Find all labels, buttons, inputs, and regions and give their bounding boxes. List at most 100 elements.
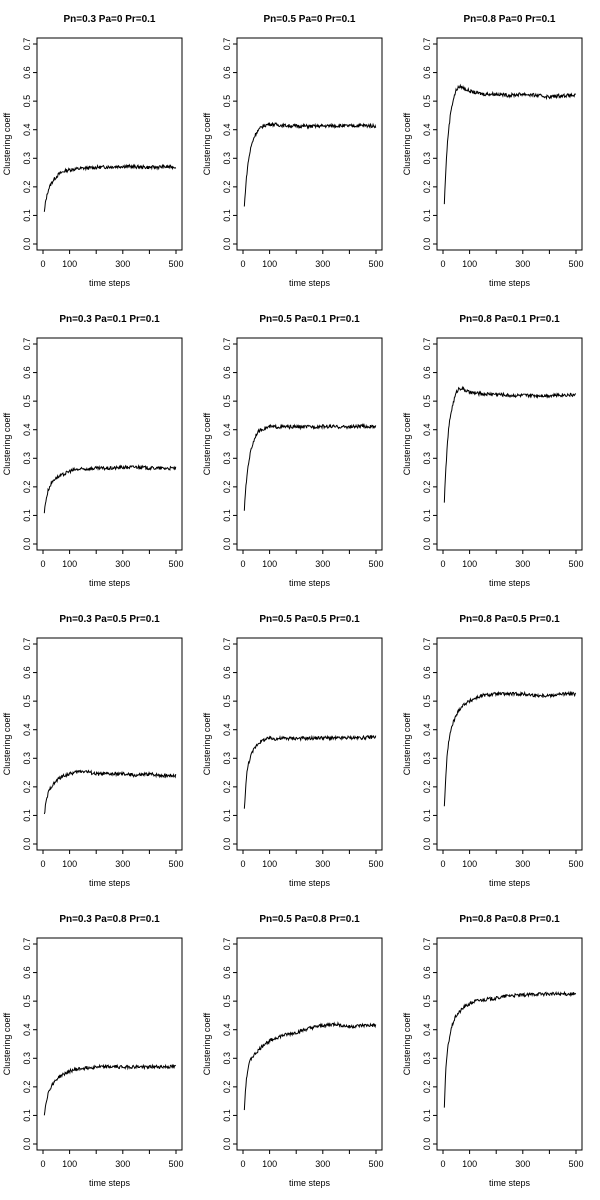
y-tick-label: 0.1 [22, 209, 32, 222]
x-axis-label: time steps [89, 878, 131, 888]
x-axis-label: time steps [289, 278, 331, 288]
y-tick-label: 0.0 [422, 838, 432, 851]
y-tick-label: 0.4 [222, 723, 232, 736]
x-tick-label: 300 [315, 259, 330, 269]
y-tick-label: 0.3 [22, 452, 32, 465]
plot-frame [36, 937, 183, 1151]
chart-panel-10: Pn=0.3 Pa=0.8 Pr=0.1 0 100 300 500 time steps… [2, 914, 184, 1188]
y-tick-label: 0.4 [222, 423, 232, 436]
x-tick-label: 100 [62, 859, 77, 869]
plot-frame [36, 37, 183, 251]
y-tick-label: 0.7 [222, 638, 232, 651]
x-tick-label: 300 [315, 859, 330, 869]
y-tick-label: 0.6 [422, 666, 432, 679]
y-tick-label: 0.5 [422, 695, 432, 708]
series-line [43, 464, 177, 514]
y-axis-label: Clustering coeff [2, 712, 12, 775]
y-tick-label: 0.7 [22, 638, 32, 651]
y-tick-label: 0.3 [22, 1052, 32, 1065]
x-tick-label: 100 [462, 859, 477, 869]
x-tick-label: 100 [262, 859, 277, 869]
y-tick-label: 0.5 [222, 395, 232, 408]
series-line [243, 1021, 377, 1111]
y-tick-label: 0.2 [222, 1081, 232, 1094]
y-axis-label: Clustering coeff [2, 1012, 12, 1075]
x-axis-label: time steps [289, 878, 331, 888]
y-tick-label: 0.6 [222, 66, 232, 79]
y-tick-label: 0.4 [422, 123, 432, 136]
y-tick-label: 0.3 [422, 1052, 432, 1065]
y-tick-label: 0.1 [22, 509, 32, 522]
chart-panel-1: Pn=0.3 Pa=0 Pr=0.1 0 100 300 500 time steps 0.… [2, 14, 184, 288]
x-tick-label: 0 [440, 559, 445, 569]
chart-panel-6: Pn=0.8 Pa=0.1 Pr=0.1 0 100 300 500 time steps… [402, 314, 584, 588]
x-tick-label: 0 [40, 559, 45, 569]
series-line [43, 163, 177, 212]
y-tick-label: 0.3 [22, 152, 32, 165]
y-tick-label: 0.3 [222, 152, 232, 165]
y-tick-label: 0.1 [422, 809, 432, 822]
y-tick-label: 0.0 [422, 238, 432, 251]
y-axis-label: Clustering coeff [402, 112, 412, 175]
x-tick-label: 0 [440, 259, 445, 269]
series-line [443, 690, 577, 807]
x-tick-label: 300 [315, 559, 330, 569]
x-tick-label: 500 [568, 559, 583, 569]
chart-panel-11: Pn=0.5 Pa=0.8 Pr=0.1 0 100 300 500 time steps… [202, 914, 384, 1188]
y-tick-label: 0.4 [222, 1023, 232, 1036]
chart-panel-9: Pn=0.8 Pa=0.5 Pr=0.1 0 100 300 500 time steps… [402, 614, 584, 888]
x-tick-label: 500 [368, 1159, 383, 1169]
x-tick-label: 300 [115, 1159, 130, 1169]
y-tick-label: 0.1 [222, 209, 232, 222]
y-tick-label: 0.4 [22, 423, 32, 436]
plot-frame [436, 37, 583, 251]
chart-panel-12: Pn=0.8 Pa=0.8 Pr=0.1 0 100 300 500 time steps… [402, 914, 584, 1188]
x-tick-label: 0 [240, 559, 245, 569]
y-tick-label: 0.5 [22, 95, 32, 108]
y-tick-label: 0.7 [422, 638, 432, 651]
x-tick-label: 500 [568, 259, 583, 269]
y-tick-label: 0.7 [22, 938, 32, 951]
y-tick-label: 0.4 [22, 123, 32, 136]
x-tick-label: 300 [515, 1159, 530, 1169]
y-tick-label: 0.2 [422, 181, 432, 194]
y-tick-label: 0.6 [22, 966, 32, 979]
x-tick-label: 500 [168, 259, 183, 269]
x-tick-label: 500 [568, 1159, 583, 1169]
y-tick-label: 0.1 [22, 1109, 32, 1122]
chart-panel-5: Pn=0.5 Pa=0.1 Pr=0.1 0 100 300 500 time steps… [202, 314, 384, 588]
x-tick-label: 300 [515, 259, 530, 269]
y-axis-label: Clustering coeff [402, 712, 412, 775]
y-tick-label: 0.6 [22, 66, 32, 79]
x-tick-label: 0 [240, 259, 245, 269]
y-tick-label: 0.1 [422, 1109, 432, 1122]
y-axis-label: Clustering coeff [202, 112, 212, 175]
y-tick-label: 0.5 [422, 95, 432, 108]
y-tick-label: 0.7 [422, 938, 432, 951]
y-tick-label: 0.5 [422, 395, 432, 408]
x-tick-label: 100 [462, 1159, 477, 1169]
plot-frame [436, 337, 583, 551]
y-tick-label: 0.7 [222, 938, 232, 951]
x-tick-label: 100 [462, 559, 477, 569]
x-tick-label: 300 [315, 1159, 330, 1169]
y-tick-label: 0.7 [222, 38, 232, 51]
y-tick-label: 0.2 [422, 1081, 432, 1094]
y-tick-label: 0.0 [22, 1138, 32, 1151]
y-tick-label: 0.0 [222, 1138, 232, 1151]
series-line [243, 734, 377, 809]
y-tick-label: 0.7 [22, 38, 32, 51]
y-tick-label: 0.6 [222, 966, 232, 979]
y-tick-label: 0.1 [422, 509, 432, 522]
x-tick-label: 100 [262, 559, 277, 569]
x-tick-label: 500 [168, 1159, 183, 1169]
plot-frame [36, 637, 183, 851]
chart-title: Pn=0.8 Pa=0.5 Pr=0.1 [459, 614, 560, 625]
y-tick-label: 0.4 [22, 723, 32, 736]
chart-title: Pn=0.8 Pa=0 Pr=0.1 [463, 14, 555, 25]
chart-panel-8: Pn=0.5 Pa=0.5 Pr=0.1 0 100 300 500 time steps… [202, 614, 384, 888]
y-tick-label: 0.1 [222, 1109, 232, 1122]
x-tick-label: 500 [168, 859, 183, 869]
series-line [43, 1063, 177, 1116]
